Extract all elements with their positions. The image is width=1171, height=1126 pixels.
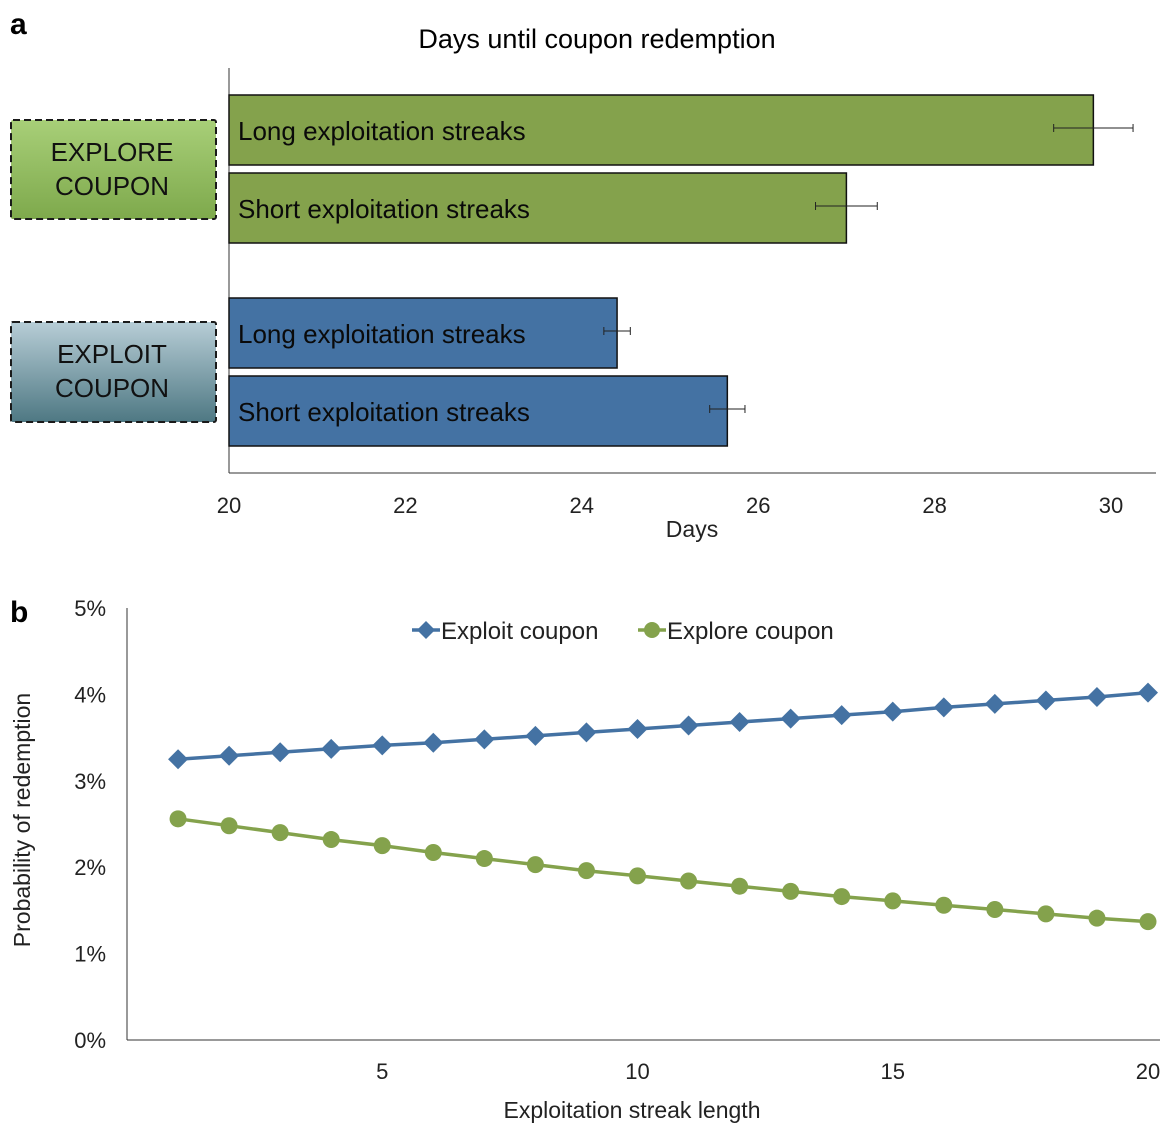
- data-point-diamond: [882, 701, 903, 722]
- data-point-diamond: [168, 749, 189, 770]
- bar: [228, 94, 1095, 166]
- data-point-diamond: [729, 712, 750, 733]
- bar-label: Short exploitation streaks: [238, 194, 530, 224]
- legend-entry: Exploit coupon: [441, 618, 598, 645]
- data-point-circle: [884, 892, 902, 910]
- panel-a-x-tick-label: 22: [393, 493, 417, 518]
- panel-b-x-tick-label: 20: [1136, 1059, 1160, 1084]
- panel-a-title: Days until coupon redemption: [418, 24, 775, 54]
- data-point-diamond: [1138, 682, 1158, 703]
- data-point-diamond: [474, 729, 495, 750]
- data-point-circle: [833, 888, 851, 906]
- panel-b-x-tick-label: 5: [376, 1059, 388, 1084]
- data-point-diamond: [1035, 690, 1056, 711]
- panel-b-y-axis-label: Probability of redemption: [9, 693, 35, 947]
- data-point-circle: [322, 831, 340, 849]
- data-point-diamond: [678, 715, 699, 736]
- panel-a-plot: 20 22 24 26 28 30 EXPLORE COUPON Long exploitati…: [10, 68, 1156, 518]
- panel-a-x-axis-label: Days: [666, 516, 718, 542]
- panel-b-y-tick-label: 0%: [74, 1028, 106, 1053]
- data-point-circle: [271, 824, 289, 842]
- panel-b-x-tick-label: 10: [625, 1059, 649, 1084]
- coupon-group-label: COUPON: [55, 373, 169, 403]
- data-point-diamond: [627, 718, 648, 739]
- bar-label: Long exploitation streaks: [238, 116, 526, 146]
- data-point-circle: [782, 882, 800, 900]
- data-point-diamond: [933, 697, 954, 718]
- coupon-group-label: EXPLORE: [51, 137, 174, 167]
- data-point-diamond: [525, 725, 546, 746]
- panel-a-x-tick-label: 30: [1099, 493, 1123, 518]
- data-point-diamond: [423, 732, 444, 753]
- panel-a-x-tick-label: 24: [570, 493, 594, 518]
- panel-a-x-tick-label: 26: [746, 493, 770, 518]
- panel-a-letter: a: [10, 8, 27, 41]
- panel-b-plot: 0% 1% 2% 3% 4% 5% 5 10 15 20 Exploit coupon Explore…: [74, 596, 1160, 1084]
- data-point-circle: [731, 877, 749, 895]
- bar: [228, 297, 618, 369]
- data-point-circle: [935, 896, 953, 914]
- data-point-diamond: [321, 738, 342, 759]
- panel-b-y-tick-label: 4%: [74, 682, 106, 707]
- data-point-circle: [169, 810, 187, 828]
- data-point-diamond: [270, 742, 291, 763]
- series-line: [177, 817, 1149, 924]
- coupon-group-label: EXPLOIT: [57, 339, 167, 369]
- panel-b-y-tick-label: 3%: [74, 769, 106, 794]
- panel-a-x-tick-label: 20: [217, 493, 241, 518]
- legend-entry: Explore coupon: [667, 618, 834, 645]
- data-point-circle: [986, 901, 1004, 919]
- data-point-circle: [629, 867, 646, 885]
- data-point-circle: [526, 856, 544, 874]
- data-point-circle: [475, 850, 493, 868]
- data-point-diamond: [219, 745, 240, 766]
- bar-label: Short exploitation streaks: [238, 397, 530, 427]
- panel-b-x-tick-label: 15: [881, 1059, 905, 1084]
- legend-marker-circle: [644, 622, 660, 638]
- data-point-circle: [577, 862, 595, 880]
- coupon-group-box: [10, 321, 217, 423]
- panel-b-y-tick-label: 2%: [74, 855, 106, 880]
- panel-b-letter: b: [10, 596, 28, 629]
- bar: [228, 375, 729, 447]
- data-point-diamond: [831, 705, 852, 726]
- data-point-diamond: [576, 722, 597, 743]
- data-point-circle: [680, 872, 698, 890]
- panel-b-x-axis-label: Exploitation streak length: [504, 1097, 761, 1123]
- data-point-circle: [220, 817, 238, 835]
- bar-label: Long exploitation streaks: [238, 319, 526, 349]
- panel-b-y-tick-label: 1%: [74, 942, 106, 967]
- coupon-group-label: COUPON: [55, 171, 169, 201]
- data-point-diamond: [372, 735, 393, 756]
- data-point-diamond: [780, 708, 801, 729]
- bar: [228, 172, 848, 244]
- data-point-diamond: [984, 693, 1005, 714]
- coupon-group-box: [10, 119, 217, 220]
- data-point-diamond: [1086, 686, 1107, 707]
- legend-marker-diamond: [417, 621, 435, 639]
- panel-a-x-tick-label: 28: [922, 493, 946, 518]
- data-point-circle: [1139, 913, 1157, 931]
- data-point-circle: [373, 837, 391, 855]
- data-point-circle: [1088, 909, 1106, 927]
- panel-b-y-tick-label: 5%: [74, 596, 106, 621]
- data-point-circle: [424, 844, 442, 862]
- data-point-circle: [1037, 905, 1055, 923]
